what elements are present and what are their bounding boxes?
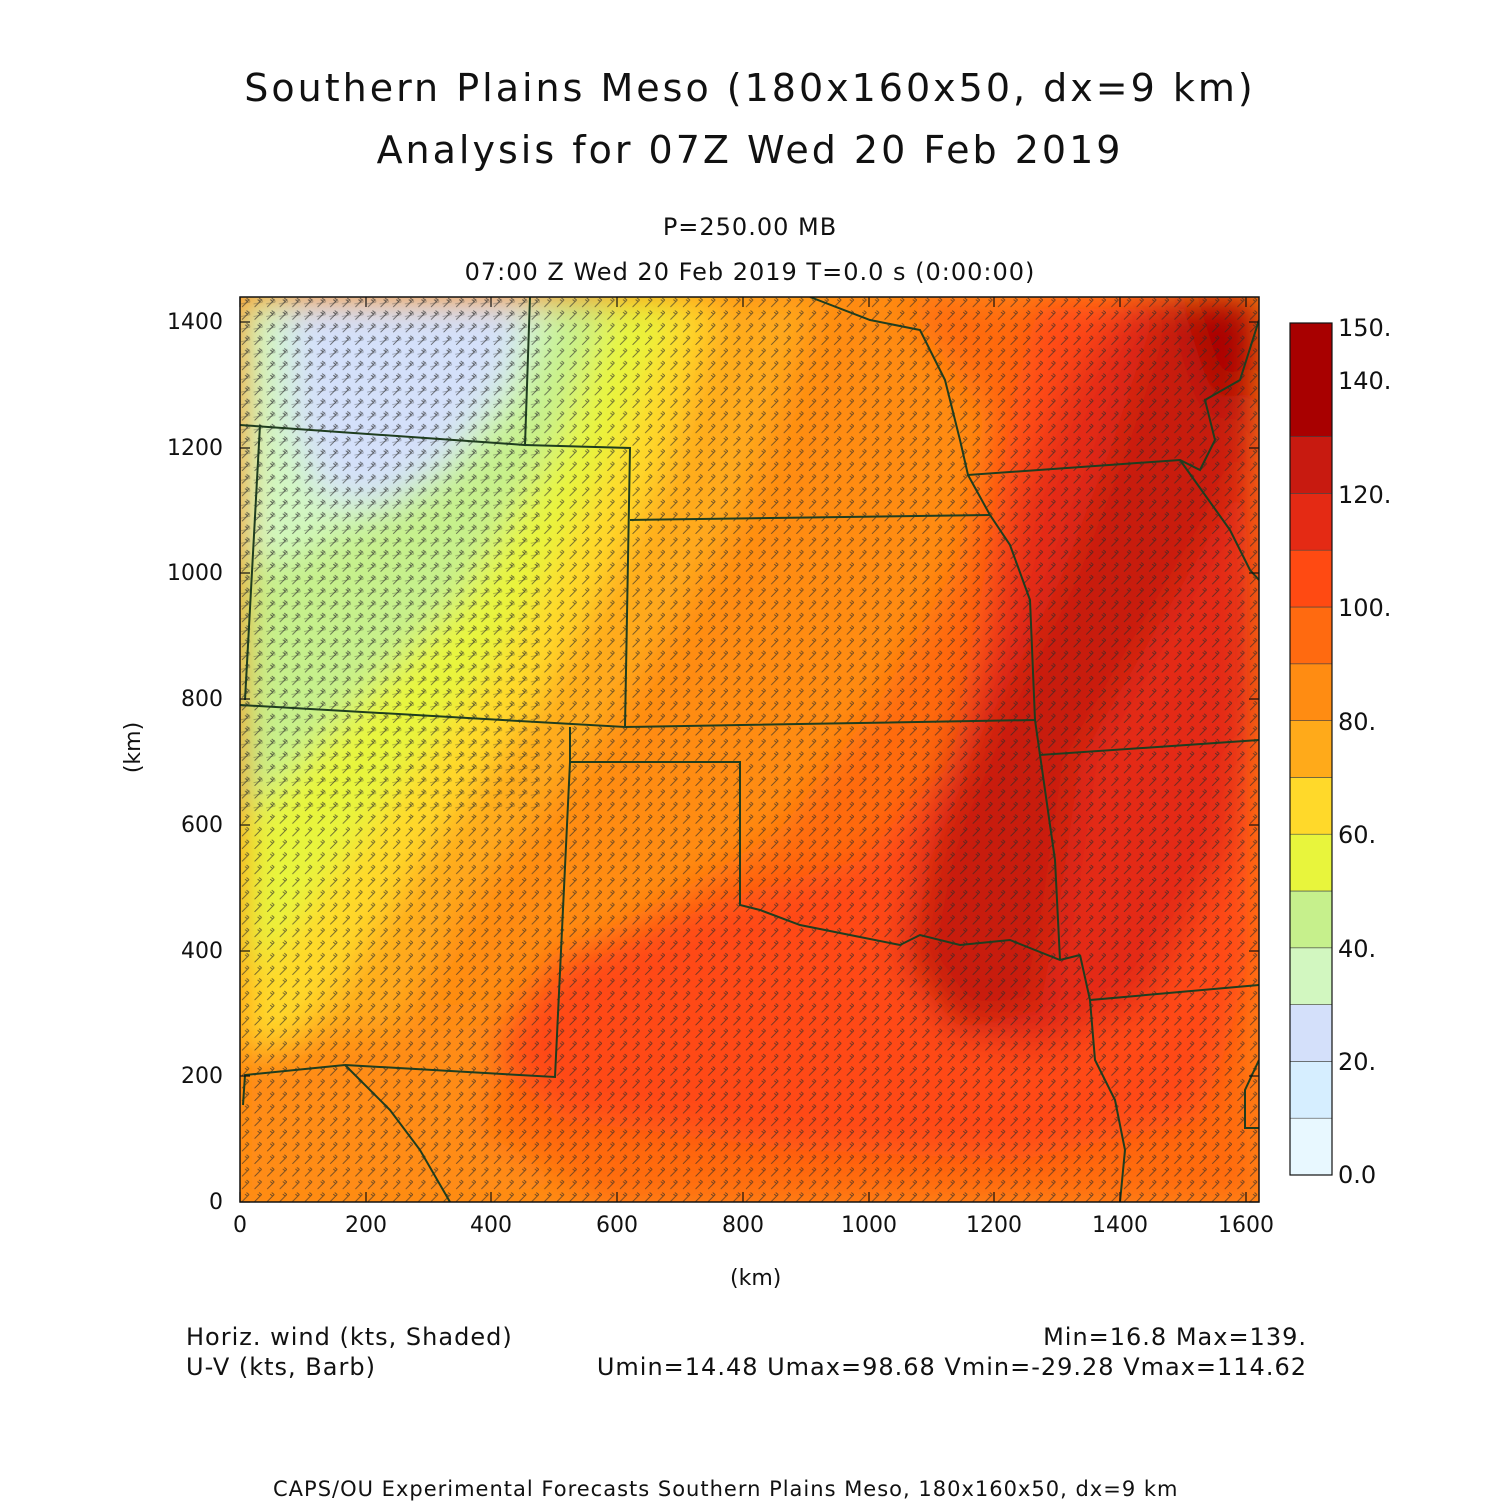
x-tick-label: 400 [470,1213,512,1238]
x-tick-marks [239,297,1247,1202]
colorbar [1289,322,1333,1176]
y-tick-label: 1000 [167,561,223,586]
title-line-1: Southern Plains Meso (180x160x50, dx=9 k… [244,66,1256,110]
x-axis-label: (km) [730,1266,782,1291]
valid-time: 07:00 Z Wed 20 Feb 2019 T=0.0 s (0:00:00… [464,258,1036,286]
pressure-level: P=250.00 MB [662,213,838,241]
colorbar-segment [1289,322,1333,437]
colorbar-label: 150. [1338,314,1392,342]
y-tick-label: 400 [181,939,223,964]
plot-frame [239,296,1260,1203]
x-tick-label: 1200 [966,1213,1022,1238]
x-tick-label: 1000 [841,1213,897,1238]
colorbar-label: 120. [1338,481,1392,509]
y-axis-label: (km) [121,721,147,774]
y-tick-label: 800 [181,687,223,712]
colorbar-label: 80. [1338,708,1377,736]
credit-line: CAPS/OU Experimental Forecasts Southern … [273,1477,1179,1501]
colorbar-label: 20. [1338,1048,1377,1076]
colorbar-segment [1289,663,1333,721]
y-tick-label: 0 [209,1190,223,1215]
colorbar-segment [1289,890,1333,949]
uv-stats: Umin=14.48 Umax=98.68 Vmin=-29.28 Vmax=1… [596,1353,1307,1381]
colorbar-segment [1289,606,1333,665]
field-description-shaded: Horiz. wind (kts, Shaded) [186,1323,513,1351]
colorbar-segment [1289,493,1333,551]
x-tick-label: 600 [596,1213,638,1238]
title-line-2: Analysis for 07Z Wed 20 Feb 2019 [376,128,1124,172]
colorbar-segment [1289,720,1333,778]
state-boundaries [240,297,1259,1202]
x-tick-label: 200 [345,1213,387,1238]
colorbar-label: 40. [1338,935,1377,963]
y-tick-label: 1200 [167,436,223,461]
colorbar-segment [1289,947,1333,1005]
field-description-barb: U-V (kts, Barb) [186,1353,376,1381]
colorbar-segment [1289,549,1333,608]
colorbar-label: 60. [1338,821,1377,849]
x-tick-label: 0 [233,1213,247,1238]
min-max-stats: Min=16.8 Max=139. [1043,1323,1307,1351]
wind-speed-shading [240,297,1259,1202]
colorbar-label: 100. [1338,594,1392,622]
colorbar-label: 140. [1338,367,1392,395]
y-tick-label: 200 [181,1064,223,1089]
y-tick-marks [240,321,1259,1203]
colorbar-segment [1289,1004,1333,1062]
x-tick-label: 1600 [1218,1213,1274,1238]
colorbar-segment [1289,1061,1333,1119]
colorbar-frame [1289,322,1333,1176]
y-tick-label: 600 [181,813,223,838]
colorbar-segment [1289,1117,1333,1176]
y-tick-label: 1400 [167,310,223,335]
x-tick-label: 1400 [1092,1213,1148,1238]
colorbar-segment [1289,436,1333,494]
colorbar-segment [1289,777,1333,835]
colorbar-segment [1289,833,1333,892]
x-tick-label: 800 [722,1213,764,1238]
colorbar-label: 0.0 [1338,1161,1377,1189]
